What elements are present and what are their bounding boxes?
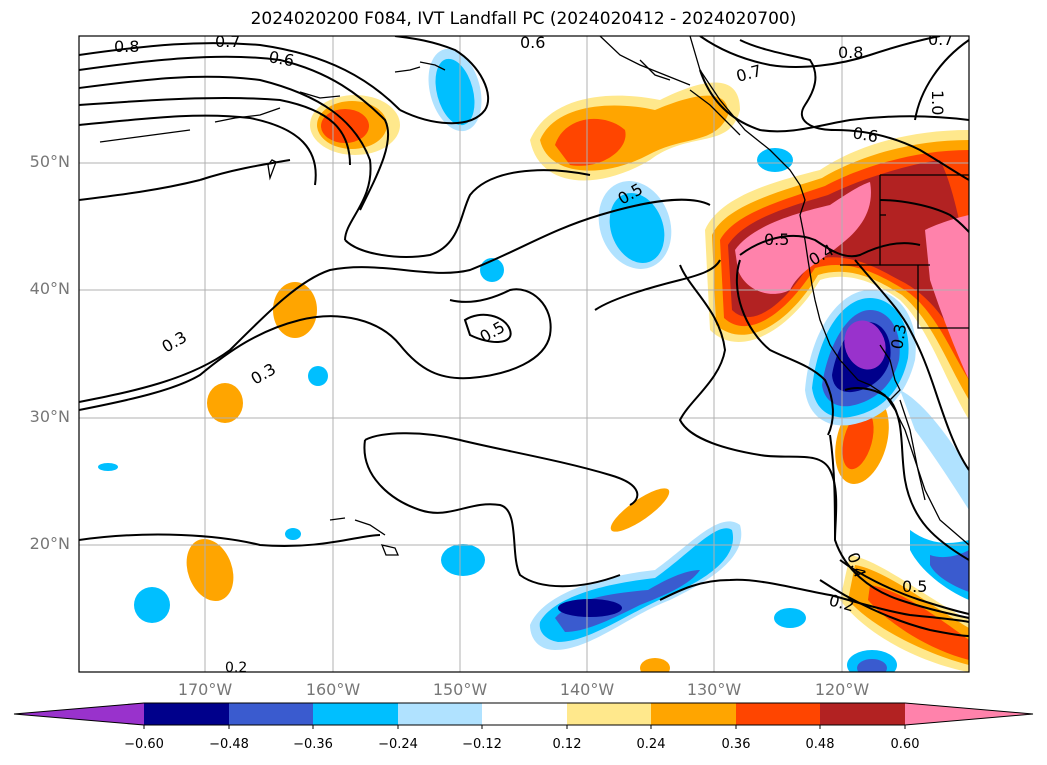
contour-label: 0.7 — [215, 32, 240, 51]
colorbar-tick-label: 0.24 — [636, 737, 666, 752]
lat-label: 40°N — [29, 279, 70, 298]
pc-contours — [79, 36, 969, 637]
colorbar-extend-low — [14, 703, 144, 725]
contour-label: 0.7 — [734, 61, 764, 86]
colorbar-bin — [229, 703, 313, 725]
contour-label: 0.6 — [851, 123, 879, 146]
contour-label: 0.3 — [887, 322, 910, 350]
colorbar-bin — [398, 703, 482, 725]
coastlines — [99, 36, 969, 556]
contour-label: 0.7 — [928, 30, 953, 49]
contour-label: 1.0 — [928, 90, 947, 115]
colorbar-tick-label: −0.12 — [462, 737, 502, 752]
map-panel: 0.8 0.7 0.6 0.6 0.8 0.7 0.7 1.0 0.6 0.5 … — [78, 30, 970, 676]
contour-label: 0.3 — [159, 327, 191, 356]
lon-label: 150°W — [432, 680, 488, 699]
contour-label: 0.2 — [225, 660, 247, 676]
lon-label: 130°W — [686, 680, 742, 699]
colorbar-tick-label: 0.36 — [721, 737, 751, 752]
contour-label: 0.5 — [764, 230, 789, 249]
colorbar-extend-high — [905, 703, 1033, 725]
colorbar-tick-label: −0.60 — [124, 737, 164, 752]
contour-label: 0.8 — [838, 43, 863, 62]
colorbar — [13, 702, 1034, 729]
contour-label: 0.3 — [248, 359, 280, 388]
map-frame — [78, 35, 970, 673]
colorbar-tick-label: −0.48 — [209, 737, 249, 752]
colorbar-tick-label: 0.12 — [552, 737, 582, 752]
colorbar-bin — [820, 703, 905, 725]
colorbar-tick-label: −0.24 — [378, 737, 418, 752]
contour-label: 0.8 — [114, 37, 139, 56]
colorbar-bin — [651, 703, 736, 725]
lat-label: 20°N — [29, 534, 70, 553]
contour-label: 0.6 — [267, 47, 295, 70]
colorbar-tick-label: 0.60 — [890, 737, 920, 752]
lon-label: 160°W — [305, 680, 361, 699]
lon-label: 140°W — [559, 680, 615, 699]
contour-label: 0.5 — [902, 577, 927, 596]
colorbar-tick-label: 0.48 — [805, 737, 835, 752]
lon-label: 120°W — [814, 680, 870, 699]
colorbar-bin — [144, 703, 229, 725]
colorbar-tick-label: −0.36 — [293, 737, 333, 752]
shaded-anomaly-field — [98, 48, 969, 672]
colorbar-bin — [736, 703, 820, 725]
colorbar-bin — [567, 703, 651, 725]
colorbar-bin — [313, 703, 398, 725]
map-title: 2024020200 F084, IVT Landfall PC (202402… — [250, 9, 797, 29]
lon-label: 170°W — [177, 680, 233, 699]
colorbar-bin — [482, 703, 567, 725]
contour-label: 0.6 — [520, 33, 545, 52]
lat-label: 30°N — [29, 407, 70, 426]
lat-label: 50°N — [29, 152, 70, 171]
